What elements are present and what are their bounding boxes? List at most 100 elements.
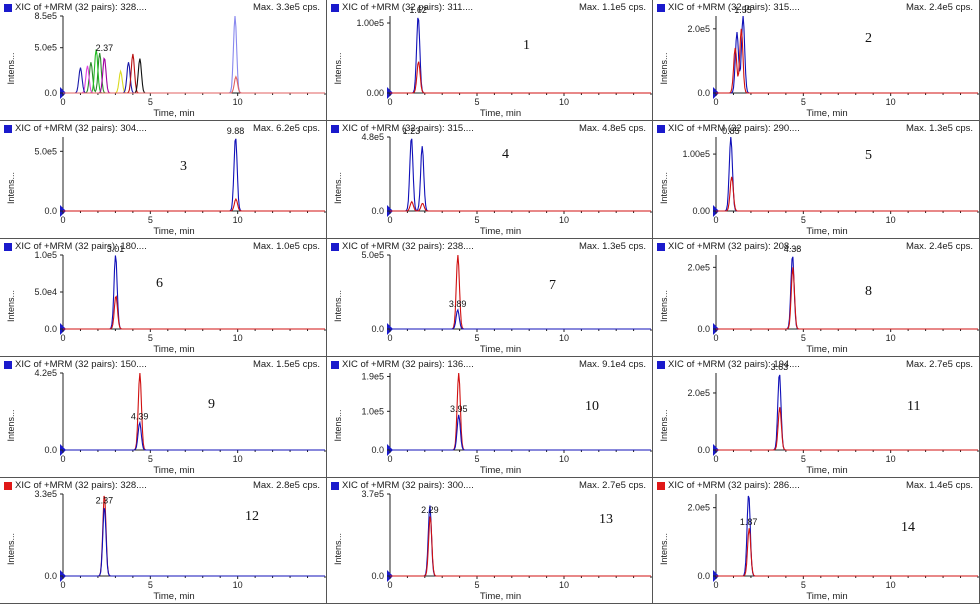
x-tick-label: 5 <box>148 454 153 464</box>
trace-color-marker[interactable] <box>331 4 339 12</box>
y-tick-label: 2.0e5 <box>687 503 710 513</box>
peak-retention-label: 4.38 <box>784 244 802 254</box>
trace-color-marker[interactable] <box>4 361 12 369</box>
trace-line-1 <box>390 17 651 94</box>
y-tick-label: 0.0 <box>371 445 384 455</box>
trace-color-marker[interactable] <box>657 4 665 12</box>
trace-color-marker[interactable] <box>331 125 339 133</box>
y-axis-label: Intens... <box>659 172 669 204</box>
x-tick-label: 0 <box>713 454 718 464</box>
trace-color-marker[interactable] <box>4 4 12 12</box>
y-tick-label: 0.0 <box>371 206 384 216</box>
x-tick-label: 10 <box>886 215 896 225</box>
peak-retention-label: 1.55 <box>734 5 752 15</box>
y-tick-label: 5.0e5 <box>34 43 57 53</box>
chromatogram-panel-4: XIC of +MRM (32 pairs): 304.... Max. 6.2e… <box>0 121 327 239</box>
x-tick-label: 5 <box>148 97 153 107</box>
trace-line-2 <box>716 176 978 212</box>
x-tick-label: 10 <box>559 97 569 107</box>
xic-header: XIC of +MRM (32 pairs): 150.... <box>15 359 147 370</box>
x-tick-label: 5 <box>474 97 479 107</box>
y-tick-label: 1.00e5 <box>356 18 384 28</box>
compound-number-label: 8 <box>865 284 872 299</box>
x-tick-label: 0 <box>387 215 392 225</box>
trace-color-marker[interactable] <box>657 482 665 490</box>
x-tick-label: 10 <box>233 215 243 225</box>
chromatogram-plot: Intens... 0.0 5.0e5 8.5e5 0 5 10 Time, min 2.37 <box>6 11 326 119</box>
max-intensity-label: Max. 2.7e5 cps. <box>578 480 646 491</box>
trace-color-marker[interactable] <box>4 243 12 251</box>
x-tick-label: 0 <box>713 580 718 590</box>
x-tick-label: 10 <box>886 580 896 590</box>
y-axis-label: Intens... <box>333 52 343 84</box>
peak-retention-label: 9.88 <box>227 126 245 136</box>
y-axis-label: Intens... <box>659 52 669 84</box>
y-axis-label: Intens... <box>6 52 16 84</box>
peak-retention-label: 1.23 <box>403 126 421 136</box>
x-tick-label: 0 <box>387 580 392 590</box>
xic-header: XIC of +MRM (32 pairs): 328.... <box>15 2 147 13</box>
chromatogram-plot: Intens... 0.00 1.00e5 0 5 10 Time, min 0.85 <box>659 126 979 237</box>
max-intensity-label: Max. 4.8e5 cps. <box>578 123 646 134</box>
trace-color-marker[interactable] <box>657 361 665 369</box>
x-axis-label: Time, min <box>480 108 521 119</box>
x-tick-label: 5 <box>474 454 479 464</box>
y-tick-label: 0.0 <box>44 571 57 581</box>
chromatogram-panel-14: XIC of +MRM (32 pairs): 300.... Max. 2.7e… <box>327 478 653 604</box>
trace-line-2 <box>716 28 978 94</box>
y-tick-label: 4.2e5 <box>34 368 57 378</box>
chromatogram-plot: Intens... 0.0 5.0e5 0 5 10 Time, min 9.88 <box>6 126 326 237</box>
x-tick-label: 5 <box>801 454 806 464</box>
max-intensity-label: Max. 2.4e5 cps. <box>905 2 973 13</box>
x-tick-label: 10 <box>559 215 569 225</box>
trace-line-4 <box>63 57 325 94</box>
trace-color-marker[interactable] <box>657 243 665 251</box>
x-tick-label: 5 <box>474 333 479 343</box>
y-tick-label: 0.0 <box>44 206 57 216</box>
x-tick-label: 5 <box>801 215 806 225</box>
xic-header: XIC of +MRM (32 pairs): 136.... <box>342 359 474 370</box>
x-tick-label: 10 <box>233 97 243 107</box>
x-tick-label: 0 <box>387 333 392 343</box>
y-tick-label: 3.7e5 <box>361 489 384 499</box>
max-intensity-label: Max. 1.3e5 cps. <box>578 241 646 252</box>
x-tick-label: 10 <box>886 333 896 343</box>
chromatogram-plot: Intens... 0.0 3.7e5 0 5 10 Time, min 2.29 <box>333 489 652 602</box>
trace-line-2 <box>716 267 978 330</box>
chromatogram-plot: Intens... 0.0 4.2e5 0 5 10 Time, min 4.39 <box>6 368 326 476</box>
trace-color-marker[interactable] <box>331 361 339 369</box>
x-tick-label: 10 <box>233 454 243 464</box>
y-axis-label: Intens... <box>333 409 343 441</box>
compound-number-label: 5 <box>865 148 872 163</box>
trace-color-marker[interactable] <box>4 125 12 133</box>
peak-retention-label: 2.37 <box>96 495 114 505</box>
trace-line-2 <box>390 308 651 330</box>
y-tick-label: 1.00e5 <box>682 149 710 159</box>
y-tick-label: 0.0 <box>44 324 57 334</box>
x-tick-label: 0 <box>387 97 392 107</box>
y-axis-label: Intens... <box>333 172 343 204</box>
chromatogram-panel-8: XIC of +MRM (32 pairs): 238.... Max. 1.3e… <box>327 239 653 357</box>
trace-color-marker[interactable] <box>4 482 12 490</box>
x-axis-label: Time, min <box>480 591 521 602</box>
max-intensity-label: Max. 1.3e5 cps. <box>905 123 973 134</box>
max-intensity-label: Max. 2.8e5 cps. <box>252 480 320 491</box>
y-axis-label: Intens... <box>6 409 16 441</box>
y-tick-label: 1.0e5 <box>34 250 57 260</box>
x-axis-label: Time, min <box>153 344 194 355</box>
x-axis-label: Time, min <box>806 591 847 602</box>
compound-number-label: 11 <box>907 399 921 414</box>
y-tick-label: 5.0e5 <box>34 146 57 156</box>
peak-retention-label: 1.62 <box>409 5 427 15</box>
trace-color-marker[interactable] <box>331 243 339 251</box>
trace-color-marker[interactable] <box>657 125 665 133</box>
x-tick-label: 5 <box>148 580 153 590</box>
xic-header: XIC of +MRM (32 pairs): 300.... <box>342 480 474 491</box>
trace-line-1 <box>390 138 651 212</box>
trace-line-1 <box>63 255 325 330</box>
x-tick-label: 0 <box>713 215 718 225</box>
x-tick-label: 5 <box>474 580 479 590</box>
x-tick-label: 10 <box>886 97 896 107</box>
trace-color-marker[interactable] <box>331 482 339 490</box>
